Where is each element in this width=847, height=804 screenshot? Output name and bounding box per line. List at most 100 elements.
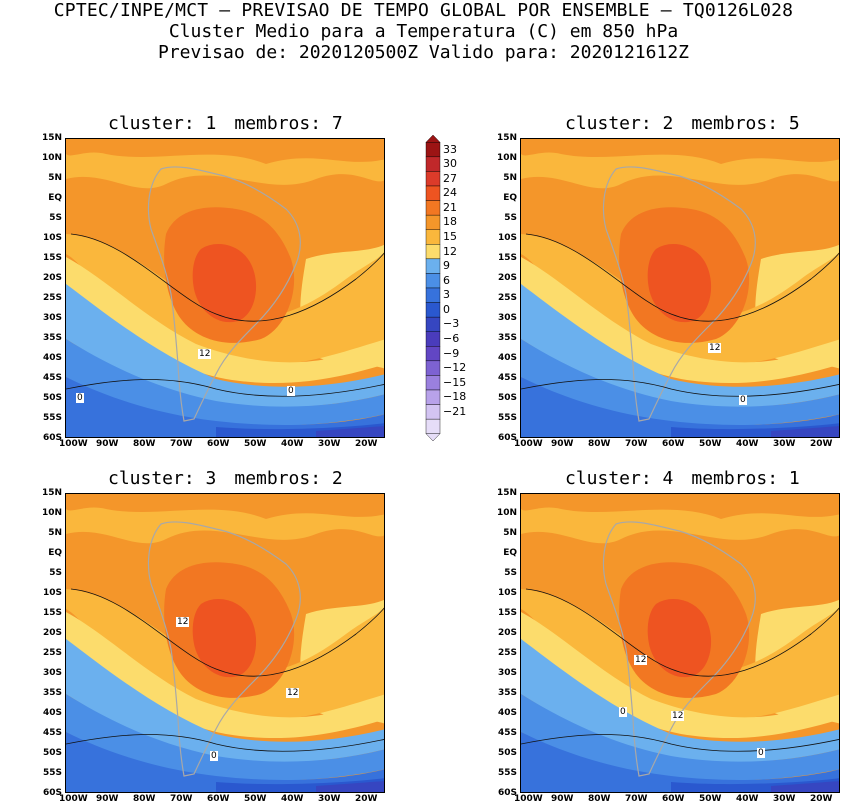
colorbar-label: −21 [443, 404, 467, 418]
lat-tick-label: 5N [48, 173, 62, 183]
lat-tick-label: 45S [42, 373, 62, 383]
lat-tick-label: 25S [42, 293, 62, 303]
contour-value-label: 12 [198, 349, 212, 359]
temperature-band-band-3 [66, 694, 384, 781]
temperature-band-band-12-mid [66, 589, 384, 720]
colorbar-label: 33 [443, 142, 457, 156]
contour-value-label: 0 [287, 386, 295, 396]
lon-tick-label: 100W [59, 794, 88, 804]
temperature-band-warm-core-21 [192, 244, 257, 323]
lat-tick-label: 5N [48, 528, 62, 538]
lat-tick-label: 30S [497, 668, 517, 678]
colorbar-swatch [425, 156, 441, 172]
lon-tick-label: 40W [736, 439, 759, 449]
panel-1-title: cluster: 1 membros: 7 [108, 114, 343, 134]
colorbar-swatch [425, 185, 441, 201]
lon-tick-label: 40W [736, 794, 759, 804]
lat-tick-label: 5N [503, 173, 517, 183]
lat-tick-label: 30S [497, 313, 517, 323]
temperature-colorbar [425, 135, 441, 441]
colorbar-label: 18 [443, 215, 457, 229]
lat-tick-label: 15S [497, 608, 517, 618]
lon-tick-label: 30W [318, 794, 341, 804]
lon-tick-label: 90W [96, 439, 119, 449]
colorbar-label: −3 [443, 317, 460, 331]
temperature-band-band-3 [66, 339, 384, 426]
contour-value-label: 0 [739, 395, 747, 405]
temperature-band-band-3 [521, 339, 839, 426]
panel-4-title: cluster: 4 membros: 1 [565, 469, 800, 489]
lon-tick-label: 30W [773, 439, 796, 449]
lon-tick-label: 50W [244, 439, 267, 449]
colorbar-swatch [425, 360, 441, 376]
panel-3-members: membros: 2 [234, 468, 343, 489]
temperature-band-warm-core-21 [647, 244, 712, 323]
colorbar-label: −15 [443, 375, 467, 389]
lat-tick-label: EQ [48, 193, 62, 203]
figure-subtitle: Cluster Medio para a Temperatura (C) em … [168, 21, 679, 42]
temperature-band-warm-core-21 [192, 599, 257, 678]
lat-tick-label: 5S [504, 213, 517, 223]
lon-tick-label: 40W [281, 439, 304, 449]
temperature-band-band-9-mid [521, 257, 839, 383]
contour-12 [525, 233, 839, 322]
lat-tick-label: 20S [42, 273, 62, 283]
panel-3-cluster: cluster: 3 [108, 468, 217, 489]
lat-tick-label: 40S [42, 708, 62, 718]
panel-4-map [520, 493, 840, 793]
south-america-outline [147, 166, 301, 422]
lat-tick-label: 10S [42, 233, 62, 243]
temperature-band-band-6 [66, 639, 384, 763]
temperature-band-band-6 [521, 284, 839, 408]
colorbar-label: 21 [443, 200, 457, 214]
lat-tick-label: 40S [497, 708, 517, 718]
lat-tick-label: EQ [503, 548, 517, 558]
lat-tick-label: EQ [48, 548, 62, 558]
lon-tick-label: 60W [662, 439, 685, 449]
colorbar-swatch [425, 302, 441, 318]
contour-12 [70, 233, 384, 322]
lat-tick-label: 5S [49, 213, 62, 223]
lat-tick-label: 35S [497, 688, 517, 698]
south-america-outline [602, 166, 756, 422]
panel-3-map [65, 493, 385, 793]
colorbar-label: −18 [443, 390, 467, 404]
lat-tick-label: 35S [42, 688, 62, 698]
lon-tick-label: 100W [514, 439, 543, 449]
contour-value-label: 12 [634, 655, 648, 665]
lat-tick-label: 50S [497, 748, 517, 758]
lat-tick-label: 25S [497, 293, 517, 303]
panel-3-title: cluster: 3 membros: 2 [108, 469, 343, 489]
lon-tick-label: 60W [207, 794, 230, 804]
panel-2-cluster: cluster: 2 [565, 113, 674, 134]
lat-tick-label: 20S [497, 628, 517, 638]
colorbar-swatch [425, 389, 441, 405]
lat-tick-label: 40S [497, 353, 517, 363]
contour-value-label: 12 [671, 711, 685, 721]
lon-tick-label: 30W [318, 439, 341, 449]
lat-tick-label: 40S [42, 353, 62, 363]
colorbar-swatch [425, 287, 441, 303]
contour-0 [66, 379, 384, 397]
lat-tick-label: 10S [497, 233, 517, 243]
lat-tick-label: 10S [497, 588, 517, 598]
temperature-band-band-m6 [316, 781, 384, 792]
lat-tick-label: 55S [42, 413, 62, 423]
colorbar-label: 0 [443, 302, 450, 316]
lat-tick-label: 55S [42, 768, 62, 778]
lat-tick-label: 20S [42, 628, 62, 638]
lat-tick-label: 15N [496, 488, 517, 498]
temperature-band-band-12-north [66, 152, 384, 189]
lon-tick-label: 20W [810, 439, 833, 449]
colorbar-label: 12 [443, 244, 457, 258]
lat-tick-label: 30S [42, 668, 62, 678]
colorbar-label: 3 [443, 288, 450, 302]
lon-tick-label: 50W [699, 439, 722, 449]
colorbar-swatch [425, 171, 441, 187]
lat-tick-label: 5S [49, 568, 62, 578]
lat-tick-label: 10N [496, 153, 517, 163]
lon-tick-label: 80W [588, 794, 611, 804]
temperature-band-band-m6 [771, 781, 839, 792]
lat-tick-label: 15S [497, 253, 517, 263]
colorbar-label: 6 [443, 273, 450, 287]
